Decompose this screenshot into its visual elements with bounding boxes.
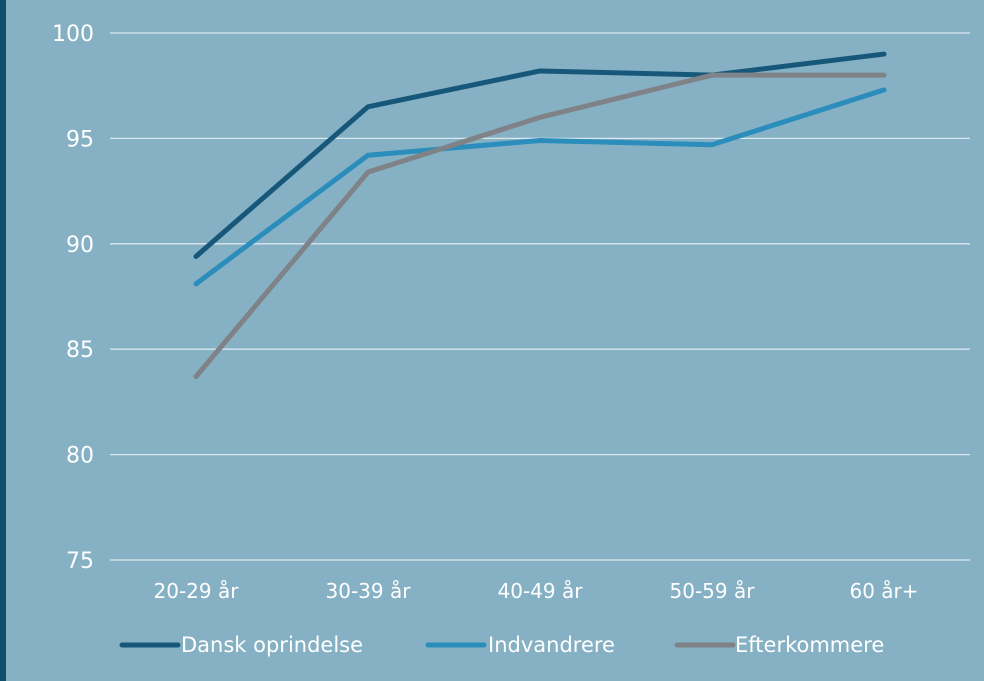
y-tick-label: 85	[66, 338, 94, 363]
x-tick-label: 40-49 år	[498, 579, 584, 603]
series-line-0	[193, 51, 887, 259]
y-tick-label: 90	[66, 233, 94, 258]
x-tick-label: 20-29 år	[154, 579, 240, 603]
legend-item: Dansk oprindelse	[119, 633, 363, 657]
chart-background	[6, 0, 984, 681]
y-tick-label: 100	[52, 22, 94, 47]
x-tick-label: 30-39 år	[326, 579, 412, 603]
legend-item: Indvandrere	[425, 633, 615, 657]
y-tick-label: 80	[66, 444, 94, 469]
legend-label: Indvandrere	[488, 633, 615, 657]
y-tick-label: 95	[66, 127, 94, 152]
legend-item: Efterkommere	[674, 633, 884, 657]
y-tick-label: 75	[66, 549, 94, 574]
x-tick-label: 50-59 år	[670, 579, 756, 603]
x-tick-label: 60 år+	[849, 579, 918, 603]
legend-label: Efterkommere	[735, 633, 884, 657]
legend-label: Dansk oprindelse	[181, 633, 363, 657]
